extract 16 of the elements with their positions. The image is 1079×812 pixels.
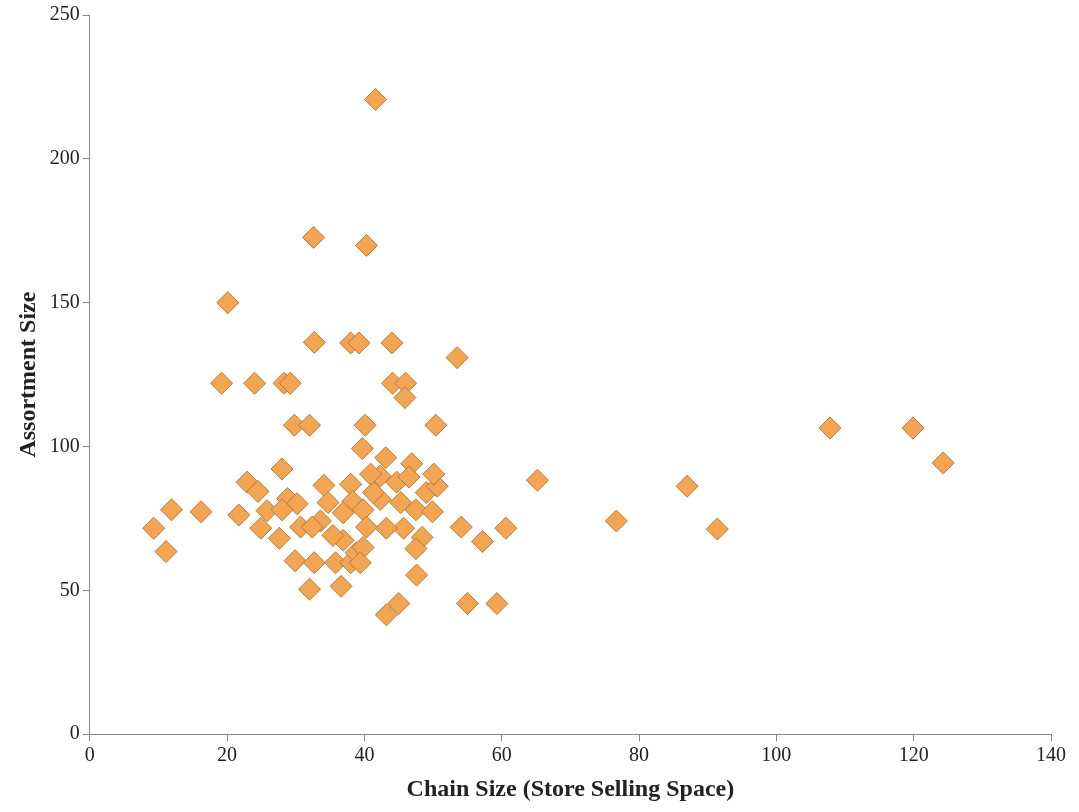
y-tick-label: 250: [49, 2, 80, 25]
y-axis-title: Assortment Size: [13, 291, 40, 458]
y-tick-label: 200: [49, 146, 80, 169]
y-tick-label: 50: [59, 577, 80, 600]
y-tick-label: 150: [49, 289, 80, 312]
x-tick-label: 20: [217, 743, 238, 766]
x-tick-label: 100: [761, 743, 792, 766]
x-tick-label: 60: [491, 743, 512, 766]
y-tick-label: 100: [49, 433, 80, 456]
y-tick-label: 0: [69, 721, 80, 744]
x-tick-label: 40: [354, 743, 375, 766]
x-axis-title: Chain Size (Store Selling Space): [406, 774, 735, 801]
x-tick-label: 140: [1036, 743, 1066, 766]
x-tick-label: 80: [629, 743, 650, 766]
x-tick-label: 120: [898, 743, 929, 766]
x-tick-label: 0: [84, 743, 95, 766]
